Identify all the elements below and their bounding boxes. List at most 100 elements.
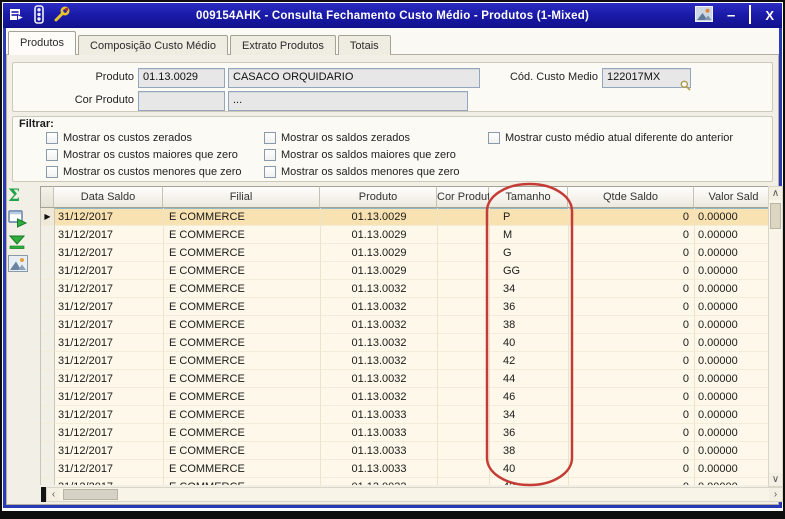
cell-tamanho[interactable]: 42 xyxy=(490,352,569,370)
cell-filial[interactable]: E COMMERCE xyxy=(164,424,321,442)
produto-code-field[interactable]: 01.13.0029 xyxy=(138,68,225,88)
row-marker[interactable] xyxy=(41,388,55,406)
cell-cor-produto[interactable] xyxy=(438,280,490,298)
checkbox-saldos-menores[interactable] xyxy=(264,166,276,178)
header-filial[interactable]: Filial xyxy=(163,186,320,208)
header-cor-produto[interactable]: Cor Produto xyxy=(437,186,496,208)
cell-valor-saldo[interactable]: 0.00000 xyxy=(695,442,769,460)
export-button[interactable] xyxy=(8,209,32,229)
checkbox-saldos-maiores[interactable] xyxy=(264,149,276,161)
cell-filial[interactable]: E COMMERCE xyxy=(164,460,321,478)
cell-valor-saldo[interactable]: 0.00000 xyxy=(695,406,769,424)
row-marker[interactable] xyxy=(41,226,55,244)
header-tamanho[interactable]: Tamanho xyxy=(489,186,568,208)
table-row[interactable]: 31/12/2017 E COMMERCE 01.13.0029 GG 0 0.… xyxy=(41,262,769,280)
row-marker[interactable] xyxy=(41,334,55,352)
cell-tamanho[interactable]: 46 xyxy=(490,388,569,406)
cell-data-saldo[interactable]: 31/12/2017 xyxy=(55,226,164,244)
cell-produto[interactable]: 01.13.0033 xyxy=(321,406,438,424)
vertical-scroll-thumb[interactable] xyxy=(770,203,781,229)
cell-produto[interactable]: 01.13.0033 xyxy=(321,460,438,478)
title-bar[interactable]: 009154AHK - Consulta Fechamento Custo Mé… xyxy=(3,3,782,28)
search-icon[interactable] xyxy=(680,80,691,94)
table-row[interactable]: 31/12/2017 E COMMERCE 01.13.0033 36 0 0.… xyxy=(41,424,769,442)
cell-cor-produto[interactable] xyxy=(438,208,490,226)
cell-data-saldo[interactable]: 31/12/2017 xyxy=(55,424,164,442)
traffic-light-icon[interactable] xyxy=(33,4,45,27)
image-button[interactable] xyxy=(694,6,713,25)
row-marker[interactable] xyxy=(41,244,55,262)
cell-qtde-saldo[interactable]: 0 xyxy=(569,388,695,406)
cell-filial[interactable]: E COMMERCE xyxy=(164,208,321,226)
custo-medio-field[interactable]: 122017MX xyxy=(602,68,691,88)
table-row[interactable]: 31/12/2017 E COMMERCE 01.13.0033 34 0 0.… xyxy=(41,406,769,424)
cell-cor-produto[interactable] xyxy=(438,460,490,478)
row-marker[interactable] xyxy=(41,316,55,334)
cell-qtde-saldo[interactable]: 0 xyxy=(569,424,695,442)
vertical-scrollbar[interactable]: ∧ ∨ xyxy=(768,186,783,487)
cell-produto[interactable]: 01.13.0032 xyxy=(321,316,438,334)
cell-filial[interactable]: E COMMERCE xyxy=(164,442,321,460)
cell-tamanho[interactable]: 34 xyxy=(490,406,569,424)
cell-produto[interactable]: 01.13.0029 xyxy=(321,262,438,280)
cell-qtde-saldo[interactable]: 0 xyxy=(569,406,695,424)
cell-cor-produto[interactable] xyxy=(438,226,490,244)
header-qtde-saldo[interactable]: Qtde Saldo xyxy=(568,186,694,208)
cell-qtde-saldo[interactable]: 0 xyxy=(569,298,695,316)
cell-filial[interactable]: E COMMERCE xyxy=(164,298,321,316)
cell-filial[interactable]: E COMMERCE xyxy=(164,226,321,244)
cell-valor-saldo[interactable]: 0.00000 xyxy=(695,424,769,442)
cell-data-saldo[interactable]: 31/12/2017 xyxy=(55,406,164,424)
cell-tamanho[interactable]: 38 xyxy=(490,316,569,334)
cell-produto[interactable]: 01.13.0032 xyxy=(321,388,438,406)
table-row[interactable]: 31/12/2017 E COMMERCE 01.13.0032 44 0 0.… xyxy=(41,370,769,388)
table-row[interactable]: 31/12/2017 E COMMERCE 01.13.0033 42 0 0.… xyxy=(41,478,769,485)
cell-data-saldo[interactable]: 31/12/2017 xyxy=(55,478,164,485)
cell-valor-saldo[interactable]: 0.00000 xyxy=(695,316,769,334)
cell-tamanho[interactable]: 40 xyxy=(490,334,569,352)
cell-cor-produto[interactable] xyxy=(438,442,490,460)
cell-filial[interactable]: E COMMERCE xyxy=(164,316,321,334)
cell-produto[interactable]: 01.13.0032 xyxy=(321,370,438,388)
row-marker[interactable] xyxy=(41,442,55,460)
cell-valor-saldo[interactable]: 0.00000 xyxy=(695,352,769,370)
cell-cor-produto[interactable] xyxy=(438,406,490,424)
system-menu-icon[interactable] xyxy=(9,7,26,25)
cell-qtde-saldo[interactable]: 0 xyxy=(569,370,695,388)
row-marker[interactable] xyxy=(41,298,55,316)
cell-filial[interactable]: E COMMERCE xyxy=(164,262,321,280)
header-data-saldo[interactable]: Data Saldo xyxy=(54,186,163,208)
header-produto[interactable]: Produto xyxy=(320,186,437,208)
table-row[interactable]: ▶ 31/12/2017 E COMMERCE 01.13.0029 P 0 0… xyxy=(41,208,769,226)
cell-tamanho[interactable]: 40 xyxy=(490,460,569,478)
close-button[interactable]: X xyxy=(765,8,774,23)
cell-qtde-saldo[interactable]: 0 xyxy=(569,208,695,226)
table-row[interactable]: 31/12/2017 E COMMERCE 01.13.0029 M 0 0.0… xyxy=(41,226,769,244)
table-row[interactable]: 31/12/2017 E COMMERCE 01.13.0032 46 0 0.… xyxy=(41,388,769,406)
cell-valor-saldo[interactable]: 0.00000 xyxy=(695,298,769,316)
scroll-down-button[interactable]: ∨ xyxy=(769,473,782,486)
cell-produto[interactable]: 01.13.0029 xyxy=(321,244,438,262)
sum-button[interactable]: Σ xyxy=(8,186,32,206)
cell-filial[interactable]: E COMMERCE xyxy=(164,370,321,388)
checkbox-custo-medio-diferente[interactable] xyxy=(488,132,500,144)
cell-cor-produto[interactable] xyxy=(438,388,490,406)
maximize-button[interactable] xyxy=(749,3,752,28)
tab-composicao-custo-medio[interactable]: Composição Custo Médio xyxy=(78,35,228,55)
row-marker[interactable] xyxy=(41,370,55,388)
cell-qtde-saldo[interactable]: 0 xyxy=(569,316,695,334)
header-valor-saldo[interactable]: Valor Saldo xyxy=(694,186,769,208)
cell-valor-saldo[interactable]: 0.00000 xyxy=(695,478,769,485)
cell-cor-produto[interactable] xyxy=(438,478,490,485)
image-tool-button[interactable] xyxy=(8,253,32,273)
cell-cor-produto[interactable] xyxy=(438,424,490,442)
cell-filial[interactable]: E COMMERCE xyxy=(164,406,321,424)
tab-extrato-produtos[interactable]: Extrato Produtos xyxy=(229,35,336,55)
cell-valor-saldo[interactable]: 0.00000 xyxy=(695,460,769,478)
cell-filial[interactable]: E COMMERCE xyxy=(164,388,321,406)
cell-cor-produto[interactable] xyxy=(438,262,490,280)
scroll-up-button[interactable]: ∧ xyxy=(769,187,782,200)
cell-tamanho[interactable]: 44 xyxy=(490,370,569,388)
cell-filial[interactable]: E COMMERCE xyxy=(164,334,321,352)
cell-data-saldo[interactable]: 31/12/2017 xyxy=(55,298,164,316)
